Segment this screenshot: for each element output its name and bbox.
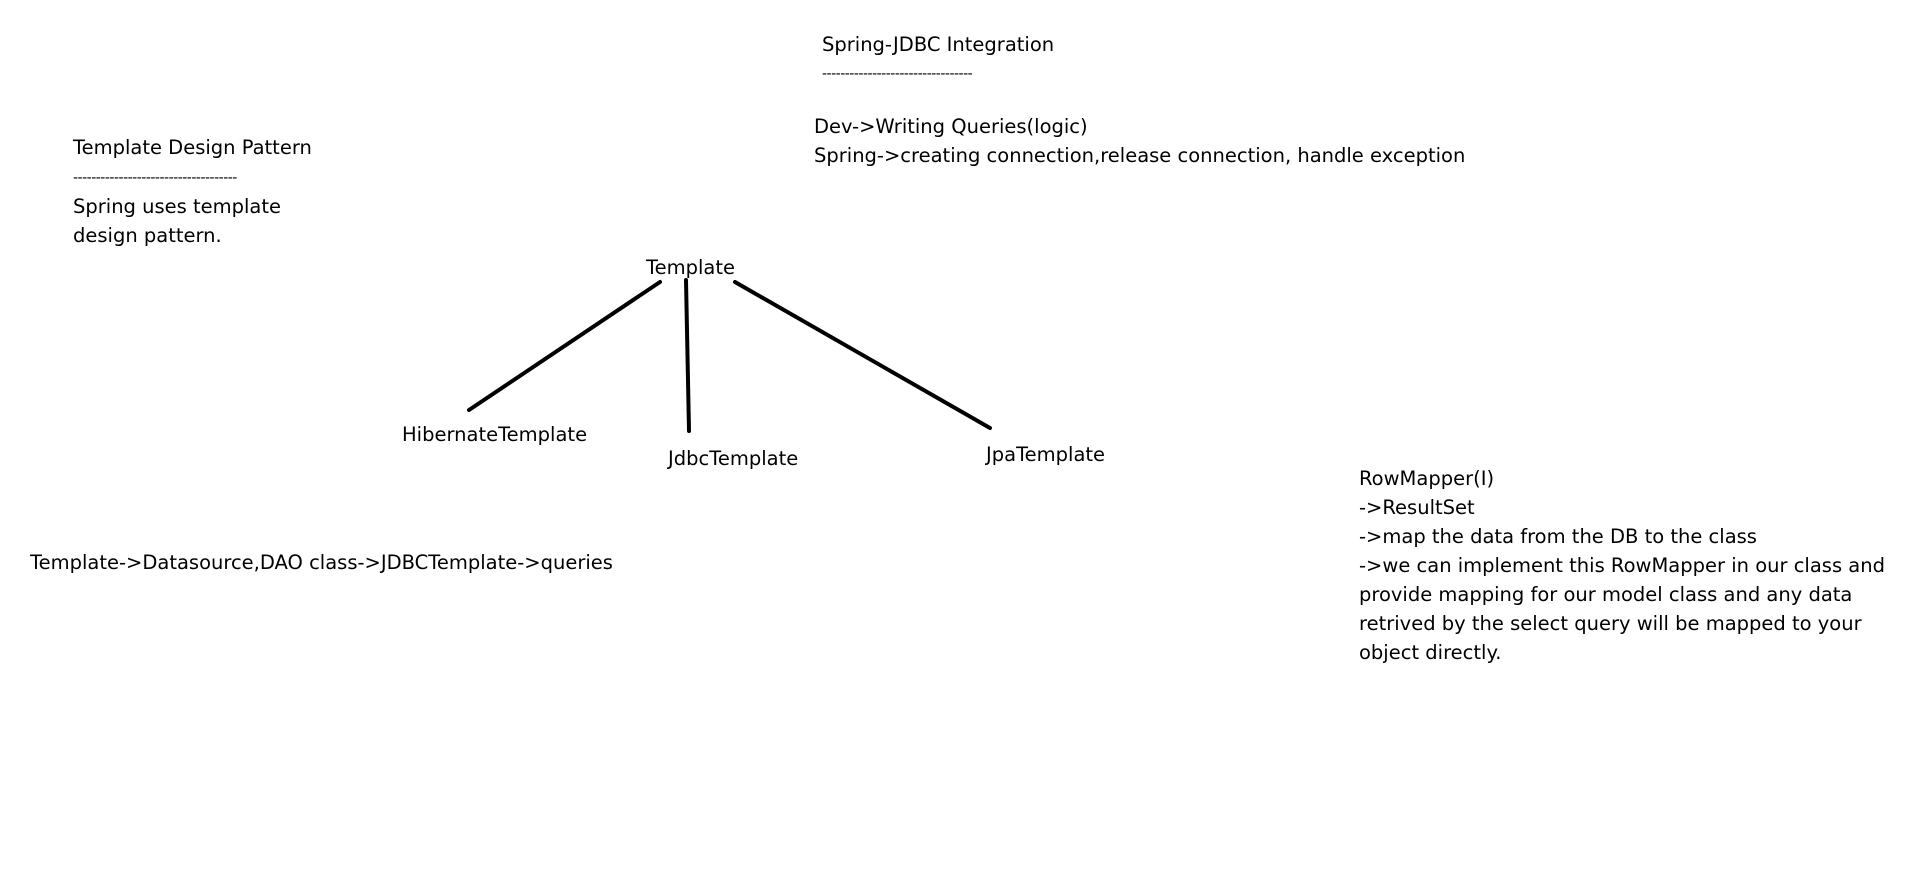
template-pattern-title: Template Design Pattern bbox=[73, 136, 312, 159]
rowmapper-line-resultset: ->ResultSet bbox=[1359, 496, 1475, 519]
spring-jdbc-title-underline: --------------------------------- bbox=[822, 66, 973, 82]
rowmapper-line-implement: ->we can implement this RowMapper in our… bbox=[1359, 554, 1885, 577]
spring-jdbc-note-dev: Dev->Writing Queries(logic) bbox=[814, 115, 1088, 138]
spring-jdbc-notes: Dev->Writing Queries(logic) Spring->crea… bbox=[814, 112, 1465, 170]
tree-root-template: Template bbox=[646, 256, 735, 279]
rowmapper-line-map: ->map the data from the DB to the class bbox=[1359, 525, 1757, 548]
spring-jdbc-note-spring: Spring->creating connection,release conn… bbox=[814, 144, 1466, 167]
rowmapper-notes: RowMapper(I) ->ResultSet ->map the data … bbox=[1359, 464, 1885, 667]
template-flow-text: Template->Datasource,DAO class->JDBCTemp… bbox=[30, 551, 613, 574]
rowmapper-line-retrived: retrived by the select query will be map… bbox=[1359, 612, 1862, 635]
connector-jpa bbox=[733, 280, 992, 430]
tree-node-jdbc-template: JdbcTemplate bbox=[668, 447, 799, 470]
template-pattern-line-1: Spring uses template bbox=[73, 195, 282, 218]
rowmapper-line-provide: provide mapping for our model class and … bbox=[1359, 583, 1853, 606]
tree-node-hibernate-template: HibernateTemplate bbox=[402, 423, 588, 446]
connector-hibernate bbox=[467, 280, 662, 412]
rowmapper-line-object: object directly. bbox=[1359, 641, 1502, 664]
connector-jdbc bbox=[684, 278, 691, 433]
rowmapper-title: RowMapper(I) bbox=[1359, 467, 1495, 490]
spring-jdbc-title: Spring-JDBC Integration bbox=[822, 33, 1055, 56]
template-pattern-title-underline: ------------------------------------ bbox=[73, 170, 237, 186]
template-pattern-description: Spring uses template design pattern. bbox=[73, 192, 281, 250]
template-pattern-line-2: design pattern. bbox=[73, 224, 222, 247]
tree-node-jpa-template: JpaTemplate bbox=[986, 443, 1106, 466]
